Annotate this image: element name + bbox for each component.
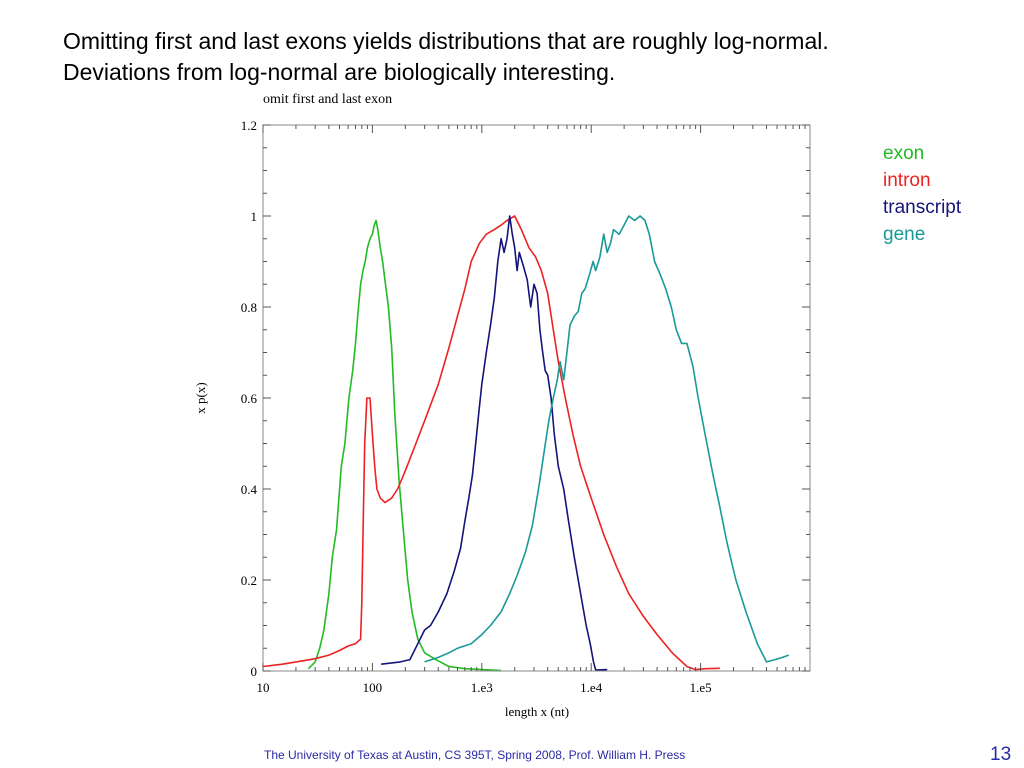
x-axis-label: length x (nt) <box>505 704 569 719</box>
y-tick-label: 0.8 <box>241 300 257 315</box>
y-tick-label: 0.4 <box>241 482 258 497</box>
plot-frame <box>262 124 811 672</box>
slide-number: 13 <box>990 744 1012 765</box>
x-tick-label: 10 <box>257 680 270 695</box>
series-line-transcript <box>381 215 608 671</box>
y-axis-label: x p(x) <box>193 382 208 413</box>
legend-entry-transcript: transcript <box>883 197 962 218</box>
x-tick-label: 1.e5 <box>690 680 712 695</box>
series-line-gene <box>424 215 790 663</box>
y-tick-label: 1 <box>251 209 258 224</box>
legend-entry-intron: intron <box>883 170 931 191</box>
x-tick-label: 100 <box>363 680 383 695</box>
chart-title: omit first and last exon <box>263 92 392 107</box>
y-tick-label: 0.2 <box>241 573 257 588</box>
axes: 0 0.2 0.4 0.6 0.8 1 1.2 10 100 1.e3 1.e4 1.e5 <box>241 118 810 695</box>
y-tick-label: 0 <box>251 664 258 679</box>
y-tick-label: 0.6 <box>241 391 258 406</box>
y-tick-label: 1.2 <box>241 118 257 133</box>
slide-headline: Omitting first and last exons yields dis… <box>63 26 963 88</box>
legend-entry-gene: gene <box>883 224 926 245</box>
series-line-intron <box>262 215 720 671</box>
chart-legend: exon intron transcript gene <box>883 140 961 248</box>
slide-footer: The University of Texas at Austin, CS 39… <box>264 748 686 762</box>
series-line-exon <box>307 219 502 672</box>
x-tick-label: 1.e3 <box>471 680 493 695</box>
x-tick-label: 1.e4 <box>580 680 603 695</box>
headline-line-1: Omitting first and last exons yields dis… <box>63 28 829 54</box>
headline-line-2: Deviations from log-normal are biologica… <box>63 59 616 85</box>
legend-entry-exon: exon <box>883 143 925 164</box>
